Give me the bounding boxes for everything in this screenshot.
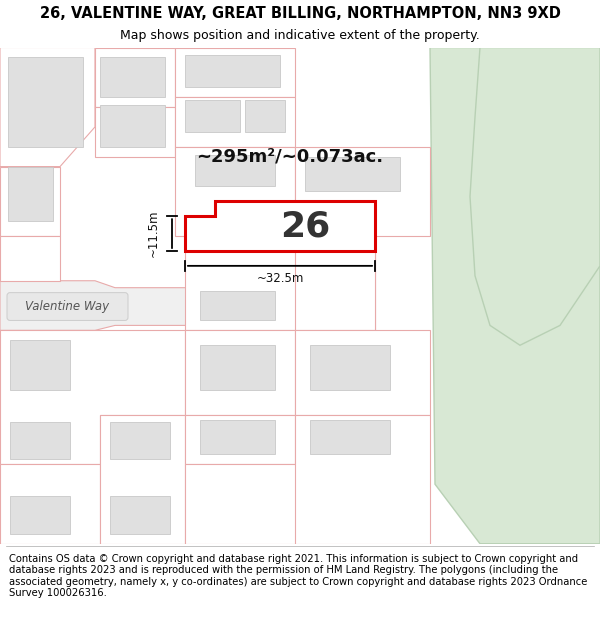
Bar — [245, 100, 285, 132]
Polygon shape — [175, 147, 295, 236]
Polygon shape — [295, 236, 375, 331]
Bar — [200, 291, 275, 321]
Bar — [8, 167, 53, 221]
Bar — [310, 345, 390, 390]
Polygon shape — [185, 251, 375, 331]
Polygon shape — [295, 415, 430, 544]
Bar — [10, 340, 70, 390]
Bar — [100, 105, 165, 147]
Bar — [200, 420, 275, 454]
Polygon shape — [295, 331, 430, 415]
Polygon shape — [0, 331, 185, 464]
Polygon shape — [175, 97, 295, 147]
Bar — [110, 422, 170, 459]
Text: 26: 26 — [280, 209, 330, 243]
Bar — [10, 422, 70, 459]
Polygon shape — [185, 331, 295, 415]
Polygon shape — [0, 281, 290, 331]
Bar — [245, 211, 325, 241]
Polygon shape — [185, 201, 375, 251]
Bar — [305, 157, 400, 191]
Polygon shape — [430, 48, 600, 544]
Bar — [200, 345, 275, 390]
Text: ~32.5m: ~32.5m — [256, 272, 304, 285]
Text: ~11.5m: ~11.5m — [147, 210, 160, 258]
Polygon shape — [100, 415, 185, 544]
Bar — [310, 420, 390, 454]
Bar — [8, 58, 83, 147]
Polygon shape — [185, 464, 375, 544]
Polygon shape — [175, 48, 295, 97]
Text: Map shows position and indicative extent of the property.: Map shows position and indicative extent… — [120, 29, 480, 42]
Polygon shape — [0, 48, 95, 167]
Polygon shape — [470, 48, 600, 345]
Bar — [195, 155, 275, 186]
FancyBboxPatch shape — [7, 292, 128, 321]
Polygon shape — [0, 167, 60, 236]
Polygon shape — [185, 415, 295, 464]
Bar — [0, 288, 290, 326]
Bar — [10, 496, 70, 534]
Polygon shape — [0, 236, 60, 281]
Polygon shape — [295, 147, 430, 236]
Bar — [185, 56, 280, 88]
Text: Contains OS data © Crown copyright and database right 2021. This information is : Contains OS data © Crown copyright and d… — [9, 554, 587, 598]
Polygon shape — [95, 107, 175, 157]
Text: ~295m²/~0.073ac.: ~295m²/~0.073ac. — [196, 148, 383, 166]
Bar — [110, 496, 170, 534]
Text: 26, VALENTINE WAY, GREAT BILLING, NORTHAMPTON, NN3 9XD: 26, VALENTINE WAY, GREAT BILLING, NORTHA… — [40, 6, 560, 21]
Text: Valentine Way: Valentine Way — [25, 300, 109, 313]
Polygon shape — [95, 48, 175, 107]
Bar — [185, 100, 240, 132]
Bar — [100, 58, 165, 97]
Polygon shape — [0, 464, 100, 544]
